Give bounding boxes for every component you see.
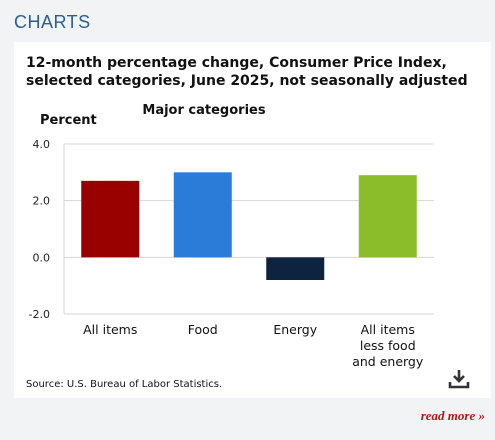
read-more-link[interactable]: read more » bbox=[420, 408, 485, 423]
chart-title: 12-month percentage change, Consumer Pri… bbox=[26, 55, 468, 89]
bar-3 bbox=[358, 175, 417, 258]
y-tick-label: 0.0 bbox=[33, 251, 51, 264]
x-tick-label-line: All items bbox=[83, 322, 137, 337]
y-tick-label: 2.0 bbox=[33, 195, 51, 208]
x-tick-label: All items less food and energy bbox=[352, 322, 424, 369]
chart-card: 12-month percentage change, Consumer Pri… bbox=[14, 42, 491, 398]
section-header: CHARTS bbox=[14, 12, 91, 32]
y-tick-label: -2.0 bbox=[29, 308, 50, 321]
chart-subtitle: Major categories bbox=[142, 103, 265, 118]
x-tick-label: All items bbox=[83, 322, 137, 337]
x-tick-label-line: and energy bbox=[352, 354, 424, 369]
download-icon bbox=[448, 370, 470, 389]
bar-chart: Major categories Percent 4.0 2.0 0.0 -2.0 All … bbox=[26, 103, 434, 390]
y-tick-label: 4.0 bbox=[33, 138, 51, 151]
bar-0 bbox=[81, 180, 140, 258]
x-tick-label: Food bbox=[188, 322, 218, 337]
x-tick-label-line: Energy bbox=[273, 322, 317, 337]
source-note: Source: U.S. Bureau of Labor Statistics. bbox=[26, 379, 222, 390]
bar-2 bbox=[266, 257, 325, 280]
x-tick-label-line: All items bbox=[361, 322, 415, 337]
x-tick-label-line: less food bbox=[360, 338, 416, 353]
x-tick-label: Energy bbox=[273, 322, 317, 337]
x-tick-label-line: Food bbox=[188, 322, 218, 337]
download-button[interactable] bbox=[448, 368, 470, 390]
bar-1 bbox=[173, 172, 232, 258]
y-axis-label: Percent bbox=[40, 113, 97, 128]
